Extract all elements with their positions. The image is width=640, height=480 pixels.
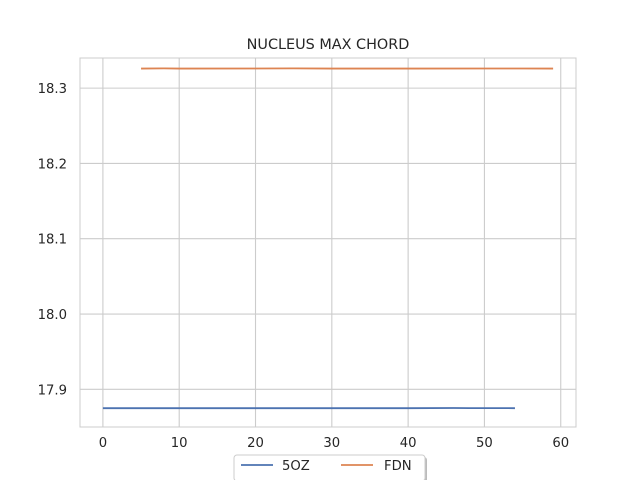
x-tick-label: 60: [552, 436, 569, 451]
x-tick-label: 0: [99, 436, 107, 451]
x-tick-label: 30: [323, 436, 340, 451]
x-tick-label: 20: [247, 436, 264, 451]
y-gridlines: [80, 87, 576, 390]
y-tick-label: 18.2: [38, 157, 67, 172]
y-tick-label: 18.1: [38, 233, 67, 248]
legend-label-5oz: 5OZ: [282, 459, 310, 474]
chart-title: NUCLEUS MAX CHORD: [247, 37, 410, 53]
x-tick-label: 50: [476, 436, 493, 451]
x-tick-labels: 0 10 20 30 40 50 60: [99, 436, 569, 451]
x-tick-label: 10: [171, 436, 188, 451]
legend: 5OZ FDN: [233, 454, 427, 480]
plot-area: [79, 57, 577, 428]
y-tick-label: 18.0: [38, 308, 67, 323]
x-gridlines: [102, 58, 562, 427]
legend-label-fdn: FDN: [384, 459, 412, 474]
y-tick-label: 18.3: [38, 82, 67, 97]
series-layer: [102, 67, 554, 410]
y-tick-label: 17.9: [38, 383, 67, 398]
legend-box: [233, 454, 426, 480]
x-tick-label: 40: [400, 436, 417, 451]
y-tick-labels: 17.9 18.0 18.1 18.2 18.3: [38, 82, 67, 398]
